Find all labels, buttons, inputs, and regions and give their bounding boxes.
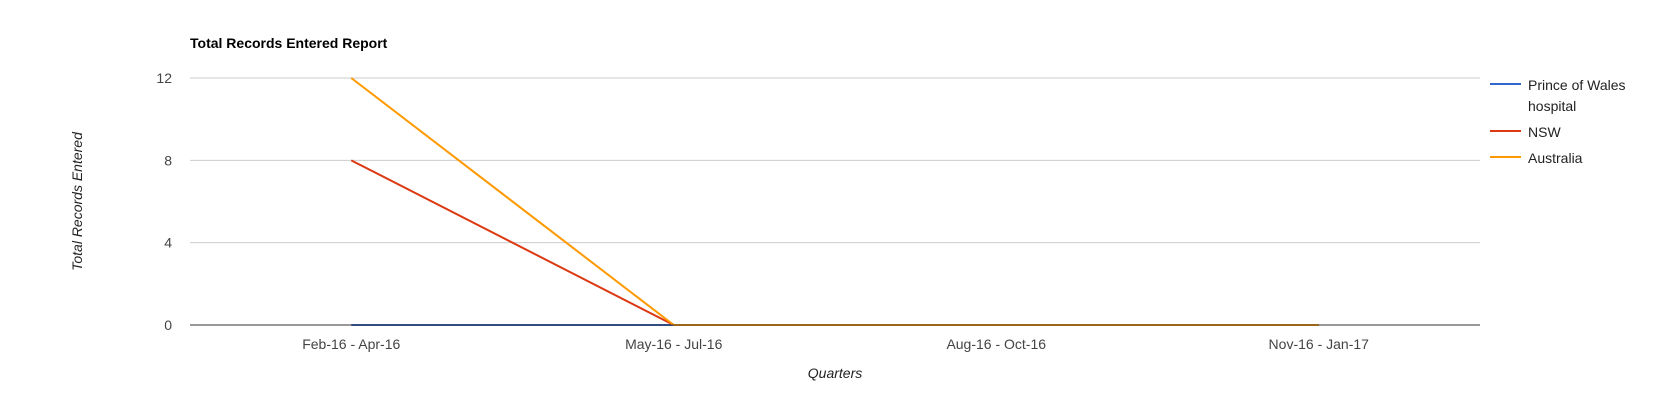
gridlines xyxy=(190,77,1480,244)
legend-label: Prince of Wales xyxy=(1528,77,1626,93)
chart-title: Total Records Entered Report xyxy=(190,35,388,51)
y-axis-title: Total Records Entered xyxy=(69,131,85,271)
series-line-2 xyxy=(350,77,1319,326)
x-tick-label: Feb-16 - Apr-16 xyxy=(302,336,400,352)
y-tick-label: 4 xyxy=(164,235,172,251)
x-tick-label: Aug-16 - Oct-16 xyxy=(946,336,1046,352)
legend: Prince of Wales hospital NSW Australia xyxy=(1490,77,1626,166)
legend-label: NSW xyxy=(1528,124,1561,140)
x-axis-ticks: Feb-16 - Apr-16 May-16 - Jul-16 Aug-16 - O… xyxy=(302,336,1369,352)
y-tick-label: 0 xyxy=(164,317,172,333)
x-tick-label: Nov-16 - Jan-17 xyxy=(1269,336,1370,352)
y-tick-label: 12 xyxy=(156,70,172,86)
series-lines xyxy=(350,77,1319,326)
legend-label: Australia xyxy=(1528,150,1583,166)
x-axis-title: Quarters xyxy=(808,365,862,381)
y-tick-label: 8 xyxy=(164,152,172,168)
y-axis-ticks: 0 4 8 12 xyxy=(156,70,172,333)
x-tick-label: May-16 - Jul-16 xyxy=(625,336,722,352)
legend-label: hospital xyxy=(1528,98,1576,114)
